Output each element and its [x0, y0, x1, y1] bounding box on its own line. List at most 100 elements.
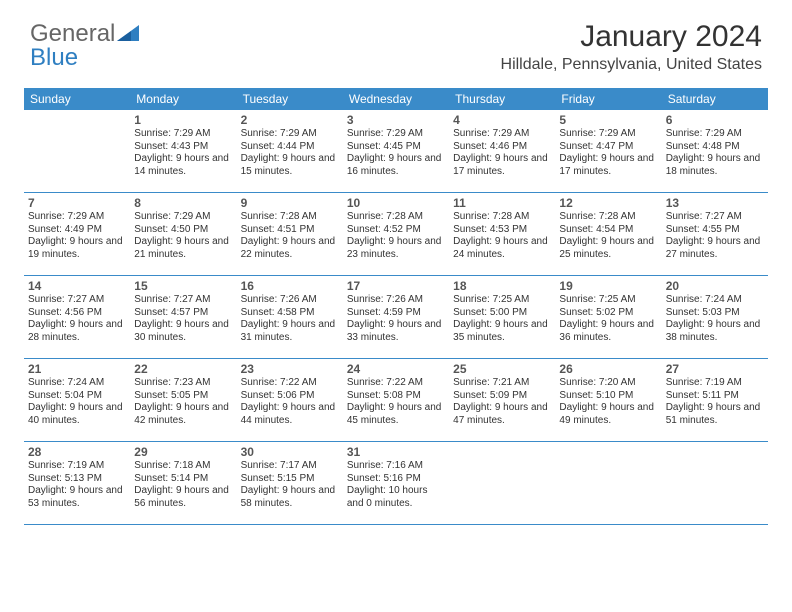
day-cell: 4Sunrise: 7:29 AMSunset: 4:46 PMDaylight… — [449, 110, 555, 192]
day-number: 5 — [559, 113, 657, 127]
sunrise-text: Sunrise: 7:29 AM — [666, 128, 764, 141]
sunrise-text: Sunrise: 7:25 AM — [559, 294, 657, 307]
day-number: 7 — [28, 196, 126, 210]
daylight-text: Daylight: 9 hours and 38 minutes. — [666, 319, 764, 344]
day-cell: 15Sunrise: 7:27 AMSunset: 4:57 PMDayligh… — [130, 276, 236, 358]
sunset-text: Sunset: 5:13 PM — [28, 473, 126, 486]
daylight-text: Daylight: 9 hours and 51 minutes. — [666, 402, 764, 427]
sunset-text: Sunset: 5:02 PM — [559, 307, 657, 320]
daylight-text: Daylight: 9 hours and 21 minutes. — [134, 236, 232, 261]
sunrise-text: Sunrise: 7:21 AM — [453, 377, 551, 390]
day-cell: 5Sunrise: 7:29 AMSunset: 4:47 PMDaylight… — [555, 110, 661, 192]
sunset-text: Sunset: 4:54 PM — [559, 224, 657, 237]
sunrise-text: Sunrise: 7:24 AM — [28, 377, 126, 390]
sunset-text: Sunset: 4:53 PM — [453, 224, 551, 237]
sunset-text: Sunset: 4:47 PM — [559, 141, 657, 154]
sunset-text: Sunset: 4:55 PM — [666, 224, 764, 237]
day-number: 13 — [666, 196, 764, 210]
sunrise-text: Sunrise: 7:19 AM — [666, 377, 764, 390]
day-cell: 7Sunrise: 7:29 AMSunset: 4:49 PMDaylight… — [24, 193, 130, 275]
day-number: 17 — [347, 279, 445, 293]
daylight-text: Daylight: 9 hours and 27 minutes. — [666, 236, 764, 261]
week-row: 28Sunrise: 7:19 AMSunset: 5:13 PMDayligh… — [24, 442, 768, 525]
day-number: 8 — [134, 196, 232, 210]
daylight-text: Daylight: 9 hours and 44 minutes. — [241, 402, 339, 427]
sunset-text: Sunset: 5:09 PM — [453, 390, 551, 403]
daylight-text: Daylight: 9 hours and 23 minutes. — [347, 236, 445, 261]
sunset-text: Sunset: 5:00 PM — [453, 307, 551, 320]
sunrise-text: Sunrise: 7:28 AM — [347, 211, 445, 224]
day-number: 20 — [666, 279, 764, 293]
day-number: 18 — [453, 279, 551, 293]
day-cell: 22Sunrise: 7:23 AMSunset: 5:05 PMDayligh… — [130, 359, 236, 441]
day-number: 1 — [134, 113, 232, 127]
day-number: 6 — [666, 113, 764, 127]
day-cell: 11Sunrise: 7:28 AMSunset: 4:53 PMDayligh… — [449, 193, 555, 275]
week-row: 14Sunrise: 7:27 AMSunset: 4:56 PMDayligh… — [24, 276, 768, 359]
day-number: 2 — [241, 113, 339, 127]
day-number: 27 — [666, 362, 764, 376]
day-cell — [662, 442, 768, 524]
sunset-text: Sunset: 4:49 PM — [28, 224, 126, 237]
day-cell: 14Sunrise: 7:27 AMSunset: 4:56 PMDayligh… — [24, 276, 130, 358]
sunset-text: Sunset: 5:11 PM — [666, 390, 764, 403]
sunrise-text: Sunrise: 7:26 AM — [241, 294, 339, 307]
sunset-text: Sunset: 4:44 PM — [241, 141, 339, 154]
day-number: 14 — [28, 279, 126, 293]
day-cell: 20Sunrise: 7:24 AMSunset: 5:03 PMDayligh… — [662, 276, 768, 358]
week-row: 21Sunrise: 7:24 AMSunset: 5:04 PMDayligh… — [24, 359, 768, 442]
sunset-text: Sunset: 5:05 PM — [134, 390, 232, 403]
daylight-text: Daylight: 9 hours and 17 minutes. — [559, 153, 657, 178]
title-block: January 2024 Hilldale, Pennsylvania, Uni… — [501, 20, 762, 74]
sunset-text: Sunset: 4:56 PM — [28, 307, 126, 320]
daylight-text: Daylight: 9 hours and 17 minutes. — [453, 153, 551, 178]
daylight-text: Daylight: 9 hours and 15 minutes. — [241, 153, 339, 178]
day-number: 24 — [347, 362, 445, 376]
sunrise-text: Sunrise: 7:29 AM — [134, 128, 232, 141]
sunrise-text: Sunrise: 7:24 AM — [666, 294, 764, 307]
day-number: 23 — [241, 362, 339, 376]
day-number: 9 — [241, 196, 339, 210]
day-cell: 8Sunrise: 7:29 AMSunset: 4:50 PMDaylight… — [130, 193, 236, 275]
daylight-text: Daylight: 9 hours and 49 minutes. — [559, 402, 657, 427]
weekday-header: Saturday — [662, 88, 768, 110]
sunrise-text: Sunrise: 7:29 AM — [559, 128, 657, 141]
day-cell: 19Sunrise: 7:25 AMSunset: 5:02 PMDayligh… — [555, 276, 661, 358]
sunset-text: Sunset: 4:58 PM — [241, 307, 339, 320]
weekday-header-row: Sunday Monday Tuesday Wednesday Thursday… — [24, 88, 768, 110]
day-cell: 16Sunrise: 7:26 AMSunset: 4:58 PMDayligh… — [237, 276, 343, 358]
day-cell: 12Sunrise: 7:28 AMSunset: 4:54 PMDayligh… — [555, 193, 661, 275]
weekday-header: Wednesday — [343, 88, 449, 110]
weekday-header: Monday — [130, 88, 236, 110]
daylight-text: Daylight: 9 hours and 28 minutes. — [28, 319, 126, 344]
daylight-text: Daylight: 9 hours and 16 minutes. — [347, 153, 445, 178]
location-text: Hilldale, Pennsylvania, United States — [501, 56, 762, 74]
day-number: 22 — [134, 362, 232, 376]
logo-triangle-icon — [117, 25, 139, 43]
daylight-text: Daylight: 9 hours and 53 minutes. — [28, 485, 126, 510]
daylight-text: Daylight: 9 hours and 42 minutes. — [134, 402, 232, 427]
daylight-text: Daylight: 9 hours and 31 minutes. — [241, 319, 339, 344]
sunset-text: Sunset: 5:03 PM — [666, 307, 764, 320]
day-cell: 18Sunrise: 7:25 AMSunset: 5:00 PMDayligh… — [449, 276, 555, 358]
sunset-text: Sunset: 4:57 PM — [134, 307, 232, 320]
day-cell: 9Sunrise: 7:28 AMSunset: 4:51 PMDaylight… — [237, 193, 343, 275]
day-cell: 24Sunrise: 7:22 AMSunset: 5:08 PMDayligh… — [343, 359, 449, 441]
sunset-text: Sunset: 4:51 PM — [241, 224, 339, 237]
day-number: 26 — [559, 362, 657, 376]
sunrise-text: Sunrise: 7:20 AM — [559, 377, 657, 390]
day-cell — [24, 110, 130, 192]
sunset-text: Sunset: 5:15 PM — [241, 473, 339, 486]
sunset-text: Sunset: 4:43 PM — [134, 141, 232, 154]
sunset-text: Sunset: 5:16 PM — [347, 473, 445, 486]
daylight-text: Daylight: 10 hours and 0 minutes. — [347, 485, 445, 510]
daylight-text: Daylight: 9 hours and 45 minutes. — [347, 402, 445, 427]
sunrise-text: Sunrise: 7:19 AM — [28, 460, 126, 473]
sunset-text: Sunset: 4:59 PM — [347, 307, 445, 320]
logo-text-blue: Blue — [30, 44, 78, 72]
day-cell: 10Sunrise: 7:28 AMSunset: 4:52 PMDayligh… — [343, 193, 449, 275]
daylight-text: Daylight: 9 hours and 19 minutes. — [28, 236, 126, 261]
daylight-text: Daylight: 9 hours and 56 minutes. — [134, 485, 232, 510]
sunrise-text: Sunrise: 7:23 AM — [134, 377, 232, 390]
sunrise-text: Sunrise: 7:29 AM — [453, 128, 551, 141]
